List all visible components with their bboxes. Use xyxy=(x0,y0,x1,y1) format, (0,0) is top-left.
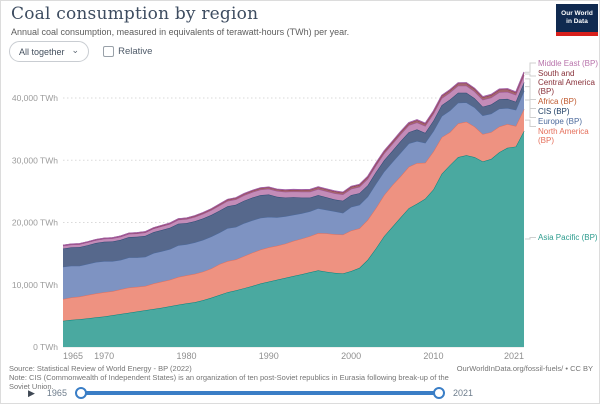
relative-toggle[interactable]: Relative xyxy=(103,46,152,57)
relative-label: Relative xyxy=(118,46,153,57)
area-cis xyxy=(63,82,524,267)
play-button[interactable]: ▶ xyxy=(28,387,35,398)
credit-link[interactable]: OurWorldInData.org/fossil-fuels/ • CC BY xyxy=(456,364,593,373)
legend-item-middle-east[interactable]: Middle East (BP) xyxy=(538,59,599,68)
area-north-america xyxy=(63,109,524,321)
page-title: Coal consumption by region xyxy=(11,4,259,24)
edge-middle-east xyxy=(62,71,525,246)
legend-item-north-america[interactable]: North America (BP) xyxy=(538,127,589,145)
legend-connectors xyxy=(525,62,536,240)
chart-controls: All together ⌄ Relative xyxy=(9,41,152,62)
svg-text:30,000 TWh: 30,000 TWh xyxy=(12,155,58,165)
svg-text:0 TWh: 0 TWh xyxy=(33,342,58,352)
svg-text:2021: 2021 xyxy=(504,351,524,361)
chevron-down-icon: ⌄ xyxy=(71,45,80,55)
area-europe xyxy=(63,90,524,300)
legend-item-africa[interactable]: Africa (BP) xyxy=(538,97,577,106)
region-mode-dropdown-label: All together xyxy=(19,46,65,57)
svg-text:1990: 1990 xyxy=(259,351,279,361)
legend-item-europe[interactable]: Europe (BP) xyxy=(538,117,583,126)
timeline-handle-start[interactable] xyxy=(74,387,87,399)
x-axis-labels: 1965 1970 1980 1990 2000 2010 2021 xyxy=(63,351,524,361)
timeline-handle-end[interactable] xyxy=(432,387,445,399)
timeline-end-label: 2021 xyxy=(452,388,473,398)
chart-canvas[interactable]: 0 TWh 10,000 TWh 20,000 TWh 30,000 TWh 40,00… xyxy=(1,1,599,381)
relative-checkbox[interactable] xyxy=(103,46,115,57)
legend-item-asia-pacific[interactable]: Asia Pacific (BP) xyxy=(538,233,598,242)
source-note: Source: Statistical Review of World Ener… xyxy=(9,364,449,391)
timeline-start-label: 1965 xyxy=(46,388,67,398)
region-mode-dropdown[interactable]: All together ⌄ xyxy=(9,41,90,62)
stacked-areas xyxy=(62,71,525,347)
owid-logo-line2: in Data xyxy=(566,18,588,25)
svg-text:40,000 TWh: 40,000 TWh xyxy=(12,93,58,103)
note-line: Note: CIS (Commonwealth of Independent S… xyxy=(9,373,449,391)
timeline-track[interactable] xyxy=(74,387,445,399)
svg-text:2000: 2000 xyxy=(341,351,361,361)
area-asia-pacific xyxy=(63,131,524,347)
svg-text:1970: 1970 xyxy=(94,351,114,361)
legend-item-cis[interactable]: CIS (BP) xyxy=(538,107,570,116)
chart-legend: Middle East (BP) South and Central America… xyxy=(538,59,599,242)
owid-logo-line1: Our World xyxy=(561,10,593,17)
owid-logo[interactable]: Our World in Data xyxy=(556,4,598,36)
svg-text:20,000 TWh: 20,000 TWh xyxy=(12,218,58,228)
timeline: ▶ 1965 2021 xyxy=(1,383,599,403)
legend-item-south-central-america[interactable]: South and Central America (BP) xyxy=(538,69,595,96)
svg-text:1965: 1965 xyxy=(63,351,83,361)
svg-text:10,000 TWh: 10,000 TWh xyxy=(12,280,58,290)
chart-subtitle: Annual coal consumption, measured in equ… xyxy=(11,27,350,37)
svg-text:2010: 2010 xyxy=(423,351,443,361)
y-axis-labels: 0 TWh 10,000 TWh 20,000 TWh 30,000 TWh 40,00… xyxy=(12,93,58,352)
source-line: Source: Statistical Review of World Ener… xyxy=(9,364,192,373)
svg-text:1980: 1980 xyxy=(176,351,196,361)
